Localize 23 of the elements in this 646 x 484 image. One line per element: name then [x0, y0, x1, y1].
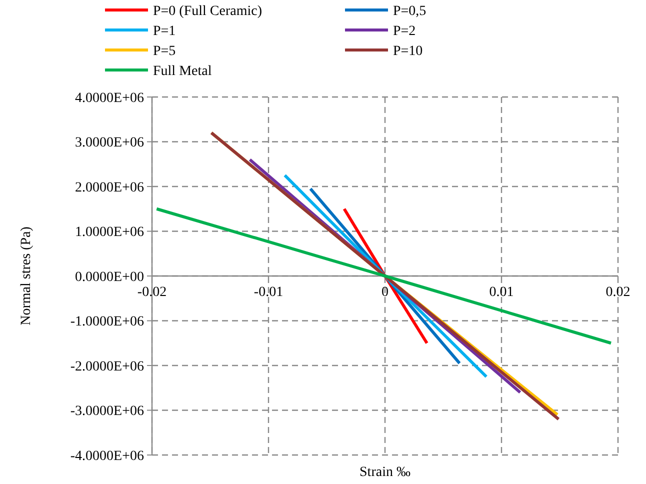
- x-axis-title: Strain ‰: [360, 465, 410, 480]
- y-tick-label: 3.0000E+06: [75, 136, 144, 151]
- legend-label: P=10: [393, 44, 423, 59]
- x-tick-label: 0.02: [606, 285, 630, 300]
- y-tick-label: -4.0000E+06: [70, 448, 144, 464]
- legend-label: P=2: [393, 24, 416, 39]
- y-axis-title: Normal stres (Pa): [19, 226, 34, 326]
- legend-label: Full Metal: [153, 64, 212, 79]
- legend-label: P=0,5: [393, 4, 426, 19]
- y-tick-label: 1.0000E+06: [75, 225, 144, 240]
- legend-label: P=1: [153, 24, 176, 39]
- legend-label: P=0 (Full Ceramic): [153, 4, 262, 19]
- y-tick-label: 4.0000E+06: [75, 90, 144, 106]
- x-tick-label: 0: [382, 285, 388, 300]
- y-tick-label: 2.0000E+06: [75, 180, 144, 196]
- x-tick-label: -0.01: [254, 285, 284, 300]
- y-tick-label: -2.0000E+06: [70, 359, 144, 374]
- legend-label: P=5: [153, 44, 176, 59]
- x-tick-label: -0.02: [137, 285, 167, 300]
- y-tick-label: -3.0000E+06: [70, 404, 144, 420]
- y-tick-label: -1.0000E+06: [70, 314, 144, 330]
- x-tick-label: 0.01: [489, 285, 514, 300]
- y-tick-label: 0.0000E+00: [75, 270, 144, 285]
